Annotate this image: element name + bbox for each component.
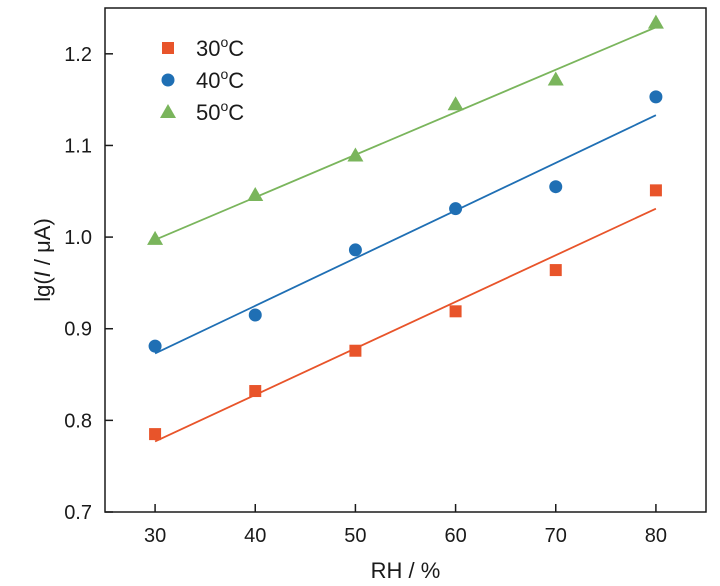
fit-lines <box>154 26 657 443</box>
data-point-40-40 <box>248 308 262 322</box>
legend-marker-40 <box>161 73 175 87</box>
legend-label-unit: C <box>228 68 244 93</box>
data-point-30-60 <box>449 305 462 318</box>
tick-labels: 30 40 50 60 70 80 0.7 0.8 0.9 1.0 1.1 1.2 <box>64 44 667 547</box>
data-point-40-30 <box>148 339 162 353</box>
x-tick-label: 80 <box>645 525 667 547</box>
data-point-50-80 <box>647 14 664 29</box>
x-tick-label: 30 <box>144 525 166 547</box>
axis-ticks <box>105 53 657 513</box>
legend-marker-30 <box>162 42 174 54</box>
data-point-50-70 <box>547 71 564 86</box>
data-point-40-60 <box>449 202 463 216</box>
y-axis-title-italic: I <box>30 271 55 277</box>
y-tick-label: 0.7 <box>64 502 92 524</box>
data-point-30-70 <box>549 264 562 277</box>
y-axis-title-suffix: / μA) <box>30 218 55 271</box>
data-point-50-60 <box>447 96 464 111</box>
y-axis-title: lg(I / μA) <box>30 218 55 302</box>
fit-line-30 <box>154 207 657 443</box>
legend-label: 30oC <box>196 34 244 61</box>
data-point-50-30 <box>147 230 164 245</box>
data-point-50-50 <box>347 147 364 162</box>
data-point-30-30 <box>149 428 162 441</box>
fit-line-50 <box>154 26 657 241</box>
y-tick-label: 1.0 <box>64 227 92 249</box>
x-tick-label: 50 <box>344 525 366 547</box>
plot-frame <box>104 7 707 513</box>
legend-label: 40oC <box>196 66 244 93</box>
legend-label: 50oC <box>196 98 244 125</box>
x-tick-label: 70 <box>545 525 567 547</box>
y-axis-title-prefix: lg( <box>30 277 55 302</box>
data-markers <box>147 14 664 441</box>
legend-label-value: 50 <box>196 100 220 125</box>
data-point-30-50 <box>349 344 362 357</box>
legend-label-value: 30 <box>196 36 220 61</box>
legend-label-sup: o <box>220 66 228 82</box>
data-point-30-80 <box>649 184 662 197</box>
legend-label-unit: C <box>228 100 244 125</box>
y-tick-label: 0.9 <box>64 319 92 341</box>
data-point-50-40 <box>247 186 264 201</box>
x-tick-label: 40 <box>244 525 266 547</box>
data-point-40-70 <box>549 180 563 194</box>
fit-line-40 <box>154 114 657 355</box>
legend-label-sup: o <box>220 98 228 114</box>
legend-label-sup: o <box>220 34 228 50</box>
y-tick-label: 0.8 <box>64 410 92 432</box>
legend-marker-50 <box>160 104 176 118</box>
legend-label-unit: C <box>228 36 244 61</box>
x-tick-label: 60 <box>444 525 466 547</box>
y-tick-label: 1.2 <box>64 44 92 66</box>
legend-label-value: 40 <box>196 68 220 93</box>
x-axis-title: RH / % <box>371 558 441 583</box>
y-tick-label: 1.1 <box>64 135 92 157</box>
data-point-40-80 <box>649 90 663 104</box>
data-point-30-40 <box>249 385 262 398</box>
data-point-40-50 <box>348 243 362 257</box>
